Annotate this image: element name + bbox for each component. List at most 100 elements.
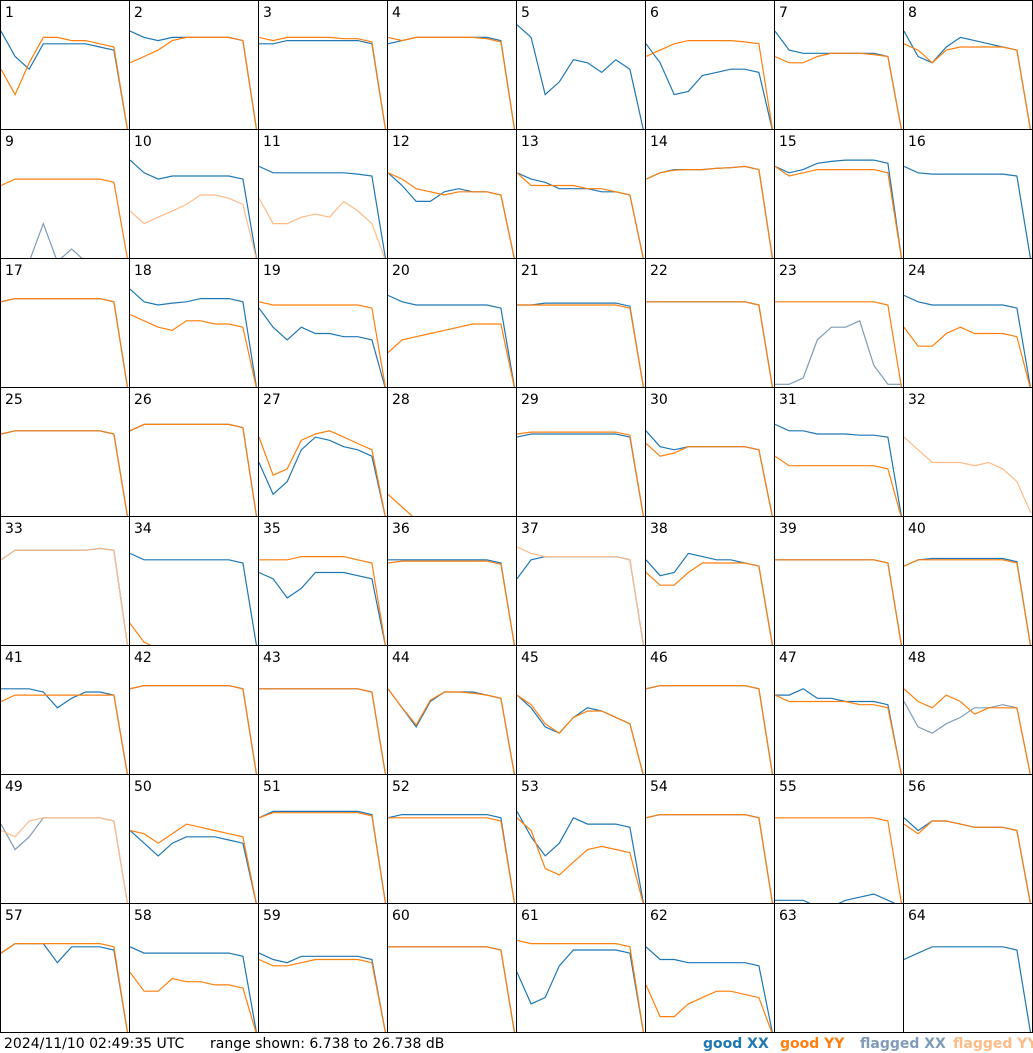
panel: 41 — [0, 645, 130, 775]
spectrum-line — [646, 946, 773, 1032]
panel-label: 15 — [779, 134, 797, 150]
spectrum-line — [646, 43, 773, 129]
panel-plot — [517, 811, 644, 903]
panel-label: 56 — [908, 779, 926, 795]
panel-label: 23 — [779, 263, 797, 279]
panel-label: 35 — [263, 521, 281, 537]
panel: 44 — [387, 645, 517, 775]
panel-label: 59 — [263, 908, 281, 924]
panel-plot — [259, 810, 387, 903]
panel-label: 28 — [392, 392, 410, 408]
panel-frame — [903, 387, 1033, 517]
panel-frame — [387, 0, 517, 130]
spectrum-line — [517, 546, 645, 645]
panel-label: 7 — [779, 5, 788, 21]
panel-plot — [517, 939, 645, 1032]
panel-label: 11 — [263, 134, 281, 150]
spectrum-line — [904, 820, 1031, 903]
panel: 27 — [258, 387, 388, 517]
spectrum-line — [259, 197, 386, 258]
panel-label: 2 — [134, 5, 143, 21]
panel-frame — [387, 645, 517, 775]
panel-plot — [1, 688, 128, 774]
panel: 52 — [387, 774, 517, 904]
spectrum-line — [775, 52, 902, 129]
panel-frame — [645, 516, 775, 646]
panel-frame — [0, 129, 130, 259]
panel-frame — [516, 903, 646, 1033]
spectrum-line — [904, 294, 1031, 387]
panel-label: 51 — [263, 779, 281, 795]
panel-label: 46 — [650, 650, 668, 666]
panel-label: 44 — [392, 650, 410, 666]
panel-frame — [645, 387, 775, 517]
spectrum-line — [517, 431, 644, 516]
spectrum-line — [775, 893, 896, 903]
spectrum-line — [904, 559, 1031, 645]
panel-label: 22 — [650, 263, 668, 279]
spectrum-line — [1, 36, 128, 129]
panel-label: 17 — [5, 263, 23, 279]
panel-label: 55 — [779, 779, 797, 795]
spectrum-line — [517, 172, 644, 258]
spectrum-line — [646, 814, 774, 903]
panel-label: 49 — [5, 779, 23, 795]
panel-frame — [645, 903, 775, 1033]
panel-label: 3 — [263, 5, 272, 21]
panel-frame — [903, 516, 1033, 646]
panel-plot — [775, 423, 902, 516]
panel-frame — [516, 258, 646, 388]
panel-label: 48 — [908, 650, 926, 666]
panel-plot — [517, 431, 644, 516]
panel: 6 — [645, 0, 775, 130]
panel-plot — [130, 159, 257, 258]
panel: 19 — [258, 258, 388, 388]
panel: 49 — [0, 774, 130, 904]
panel-frame — [387, 516, 517, 646]
panel: 4 — [387, 0, 517, 130]
panel: 21 — [516, 258, 646, 388]
panel-plot — [646, 301, 773, 387]
panel: 25 — [0, 387, 130, 517]
panel-frame — [774, 903, 904, 1033]
panel: 26 — [129, 387, 259, 517]
spectrum-line — [775, 455, 902, 516]
panel-plot — [388, 172, 515, 258]
panel-plot — [775, 817, 902, 903]
spectrum-line — [1, 694, 128, 774]
panel: 38 — [645, 516, 775, 646]
spectrum-line — [1, 547, 129, 645]
panel-frame — [774, 258, 904, 388]
panel: 30 — [645, 387, 775, 517]
spectrum-line — [130, 946, 257, 1032]
panel-frame — [0, 774, 130, 904]
panel-frame — [258, 0, 388, 130]
panel: 24 — [903, 258, 1033, 388]
panel-plot — [904, 557, 1032, 645]
panel-plot — [517, 546, 645, 645]
panel-label: 4 — [392, 5, 401, 21]
panel-plot — [259, 36, 387, 129]
panel-plot — [904, 294, 1031, 387]
panel-label: 41 — [5, 650, 23, 666]
panel-frame — [387, 774, 517, 904]
panel-plot — [130, 685, 258, 774]
spectrum-line — [775, 423, 902, 516]
panel-plot — [1, 817, 128, 903]
panel-plot — [904, 946, 1031, 1032]
panel-label: 1 — [5, 5, 14, 21]
panel: 1 — [0, 0, 130, 130]
panel-plot — [775, 301, 902, 387]
panel-plot — [130, 423, 258, 516]
panel-frame — [903, 645, 1033, 775]
panel: 37 — [516, 516, 646, 646]
spectrum-line — [646, 562, 773, 645]
spectrum-line — [259, 430, 386, 516]
panel: 9 — [0, 129, 130, 259]
panel: 54 — [645, 774, 775, 904]
panel-plot — [904, 688, 1031, 774]
panel-plot — [1, 430, 128, 516]
panel-frame — [0, 258, 130, 388]
spectrum-line — [388, 323, 515, 387]
